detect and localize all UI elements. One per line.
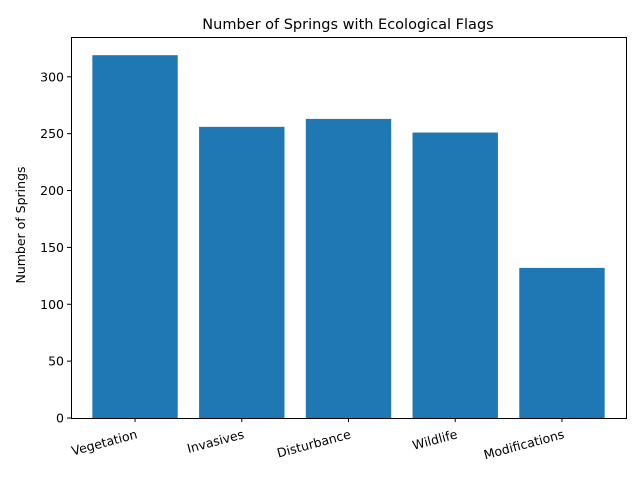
y-axis: 0 50 100 150 200 250 300 (40, 69, 71, 426)
y-tick-label: 250 (40, 126, 64, 141)
bar-wildlife (412, 132, 498, 418)
y-tick-label: 200 (40, 183, 64, 198)
chart-title: Number of Springs with Ecological Flags (202, 17, 493, 33)
x-axis: Vegetation Invasives Disturbance Wildlife Mo… (70, 418, 566, 462)
bars-group (92, 55, 605, 418)
y-tick-label: 100 (40, 297, 64, 312)
y-tick-label: 0 (56, 411, 64, 426)
x-tick-label: Wildlife (411, 426, 460, 452)
bar-disturbance (305, 118, 392, 418)
bar-invasives (199, 126, 285, 418)
y-tick-label: 50 (48, 354, 64, 369)
plot-frame (71, 37, 627, 419)
bar-modifications (519, 267, 605, 418)
y-tick-label: 150 (40, 240, 64, 255)
x-tick-label: Disturbance (275, 426, 352, 460)
x-tick-label: Modifications (482, 426, 566, 462)
bar-vegetation (92, 55, 178, 418)
y-axis-label: Number of Springs (13, 166, 28, 283)
y-tick-label: 300 (40, 69, 64, 84)
x-tick-label: Invasives (185, 426, 245, 456)
x-tick-label: Vegetation (70, 426, 139, 458)
